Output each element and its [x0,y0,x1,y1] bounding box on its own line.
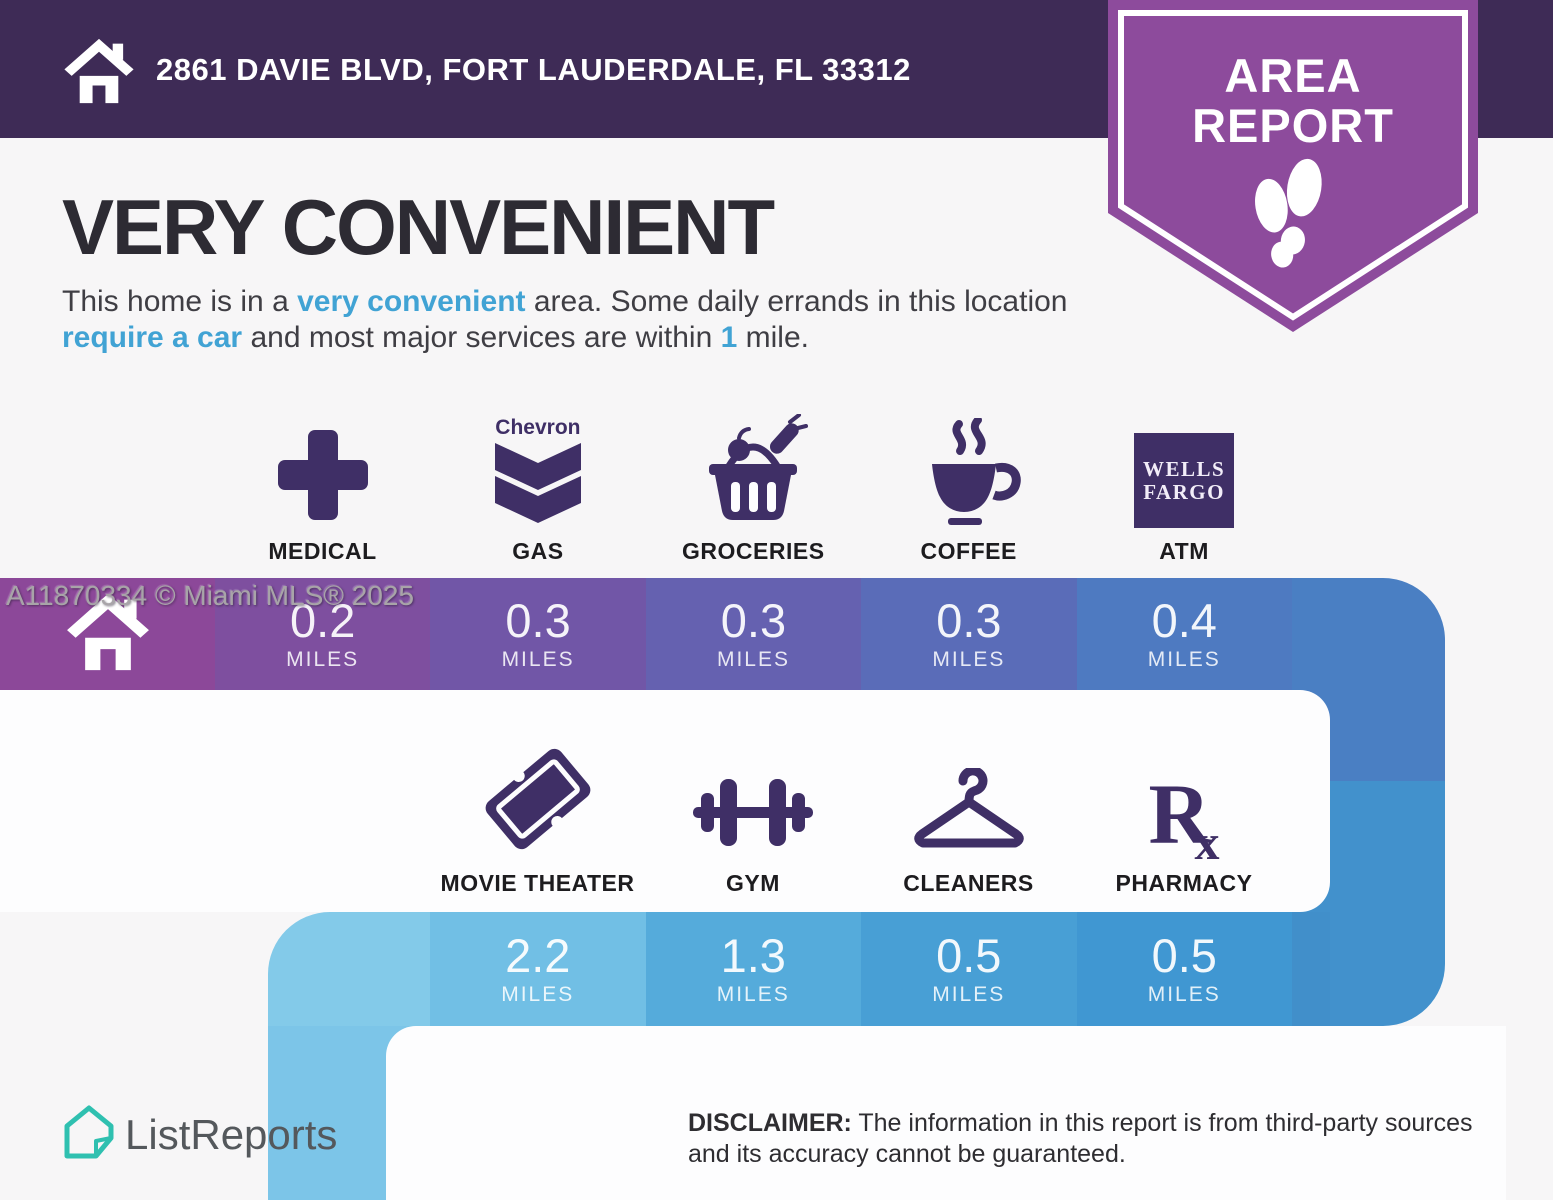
distance-value-pharmacy: 0.5 [1151,929,1217,982]
amenity-groceries: GROCERIES [646,408,861,565]
distance-cell-gas: 0.3 MILES [430,578,646,690]
description-text: area. Some daily errands in this locatio… [525,285,1068,318]
amenity-medical: MEDICAL [215,408,430,565]
page-title: VERY CONVENIENT [62,183,775,271]
amenity-label-cleaners: CLEANERS [903,870,1034,896]
amenity-label-coffee: COFFEE [920,538,1017,564]
rx-icon: R x [1077,740,1292,870]
distance-cell-cleaners: 0.5 MILES [861,912,1077,1026]
chevron-brand-text: Chevron [495,416,581,439]
hanger-icon [861,740,1076,860]
badge-line1: AREA [1224,49,1362,102]
area-report-badge: AREA REPORT [1108,0,1478,334]
description-emphasis: very convenient [297,285,526,318]
grocery-basket-icon [646,408,861,528]
rx-symbol: R x [1148,766,1220,870]
disclaimer-text: The information in this report is from t… [688,1109,1473,1168]
coffee-cup-icon [861,408,1076,528]
description-text: mile. [737,321,809,354]
footer-card [386,1026,1506,1200]
band2-turn [1292,912,1330,1026]
description-text: This home is in a [62,285,298,318]
disclaimer: DISCLAIMER: The information in this repo… [688,1108,1500,1170]
distance-value-gym: 1.3 [720,929,786,982]
distance-value-medical: 0.2 [290,594,356,647]
amenity-label-groceries: GROCERIES [682,538,825,564]
listreports-house-icon [63,1104,115,1165]
wells-fargo-text: FARGO [1143,479,1225,504]
distance-unit: MILES [501,648,575,671]
distance-cell-coffee: 0.3 MILES [861,578,1077,690]
distance-cell-atm: 0.4 MILES [1076,578,1292,690]
medical-cross-icon [215,408,430,528]
route-right-column [1330,578,1445,1026]
band2-lead [386,912,430,1026]
amenity-coffee: COFFEE [861,408,1076,565]
distance-value-coffee: 0.3 [936,594,1002,647]
distance-cell-pharmacy: 0.5 MILES [1076,912,1292,1026]
amenity-gym: GYM [646,740,861,897]
brand-name: ListReports [125,1110,338,1158]
distance-unit: MILES [286,648,360,671]
distance-value-groceries: 0.3 [720,594,787,647]
home-cell [0,578,215,690]
distance-band-1: 0.2 MILES 0.3 MILES 0.3 MILES 0.3 MILES 0.4 MILES [0,578,1330,690]
footprints-icon [1241,152,1345,279]
description-text: and most major services are within [242,321,721,354]
distance-cell-medical: 0.2 MILES [215,578,431,690]
property-address: 2861 DAVIE BLVD, FORT LAUDERDALE, FL 333… [156,52,911,87]
amenity-label-pharmacy: PHARMACY [1115,870,1253,896]
distance-unit: MILES [501,983,575,1006]
distance-value-gas: 0.3 [505,594,571,647]
distance-value-movie-theater: 2.2 [505,929,571,982]
distance-unit: MILES [716,983,790,1006]
distance-cell-gym: 1.3 MILES [645,912,861,1026]
distance-unit: MILES [932,983,1006,1006]
rx-letter-r: R [1148,766,1211,862]
amenity-label-medical: MEDICAL [268,538,377,564]
rx-letter-x: x [1194,814,1220,870]
listreports-logo: ListReports [63,1104,337,1165]
distance-cell-groceries: 0.3 MILES [645,578,862,690]
wells-fargo-text: WELLS [1142,456,1226,481]
amenity-pharmacy: R x PHARMACY [1077,740,1292,897]
disclaimer-label: DISCLAIMER: [688,1109,852,1137]
band1-turn [1291,578,1330,690]
badge-line2: REPORT [1192,99,1394,152]
distance-unit: MILES [932,648,1006,671]
movie-ticket-icon [430,740,645,860]
amenity-label-atm: ATM [1159,538,1209,564]
home-icon [62,30,136,117]
chevron-gas-icon: Chevron ateway [430,408,645,528]
route-left-column [268,912,386,1200]
description-emphasis: require a car [62,321,243,354]
page-description: This home is in a very convenient area. … [62,284,1102,356]
amenity-cleaners: CLEANERS [861,740,1076,897]
wells-fargo-logo: WELLS FARGO [1134,433,1235,528]
dumbbell-icon [646,740,861,860]
distance-band-2: 2.2 MILES 1.3 MILES 0.5 MILES 0.5 MILES [386,912,1330,1026]
mls-watermark: A11870334 © Miami MLS® 2025 [6,580,415,611]
amenity-atm: WELLS FARGO ATM [1077,408,1292,565]
amenity-label-gas: GAS [512,538,564,564]
amenity-movie-theater: MOVIE THEATER [430,740,645,897]
home-icon [62,592,154,677]
description-emphasis: 1 [720,321,738,354]
distance-unit: MILES [716,648,790,671]
amenity-gas: Chevron ateway GAS [430,408,645,565]
amenity-label-gym: GYM [726,870,780,896]
distance-unit: MILES [1147,648,1221,671]
distance-cell-movie-theater: 2.2 MILES [430,912,646,1026]
row2-card [0,690,1330,912]
distance-value-cleaners: 0.5 [936,929,1002,982]
badge-shape [1108,0,1478,332]
distance-value-atm: 0.4 [1151,594,1217,647]
distance-unit: MILES [1147,983,1221,1006]
wells-fargo-icon: WELLS FARGO [1077,408,1292,528]
amenity-label-movie-theater: MOVIE THEATER [440,870,635,896]
